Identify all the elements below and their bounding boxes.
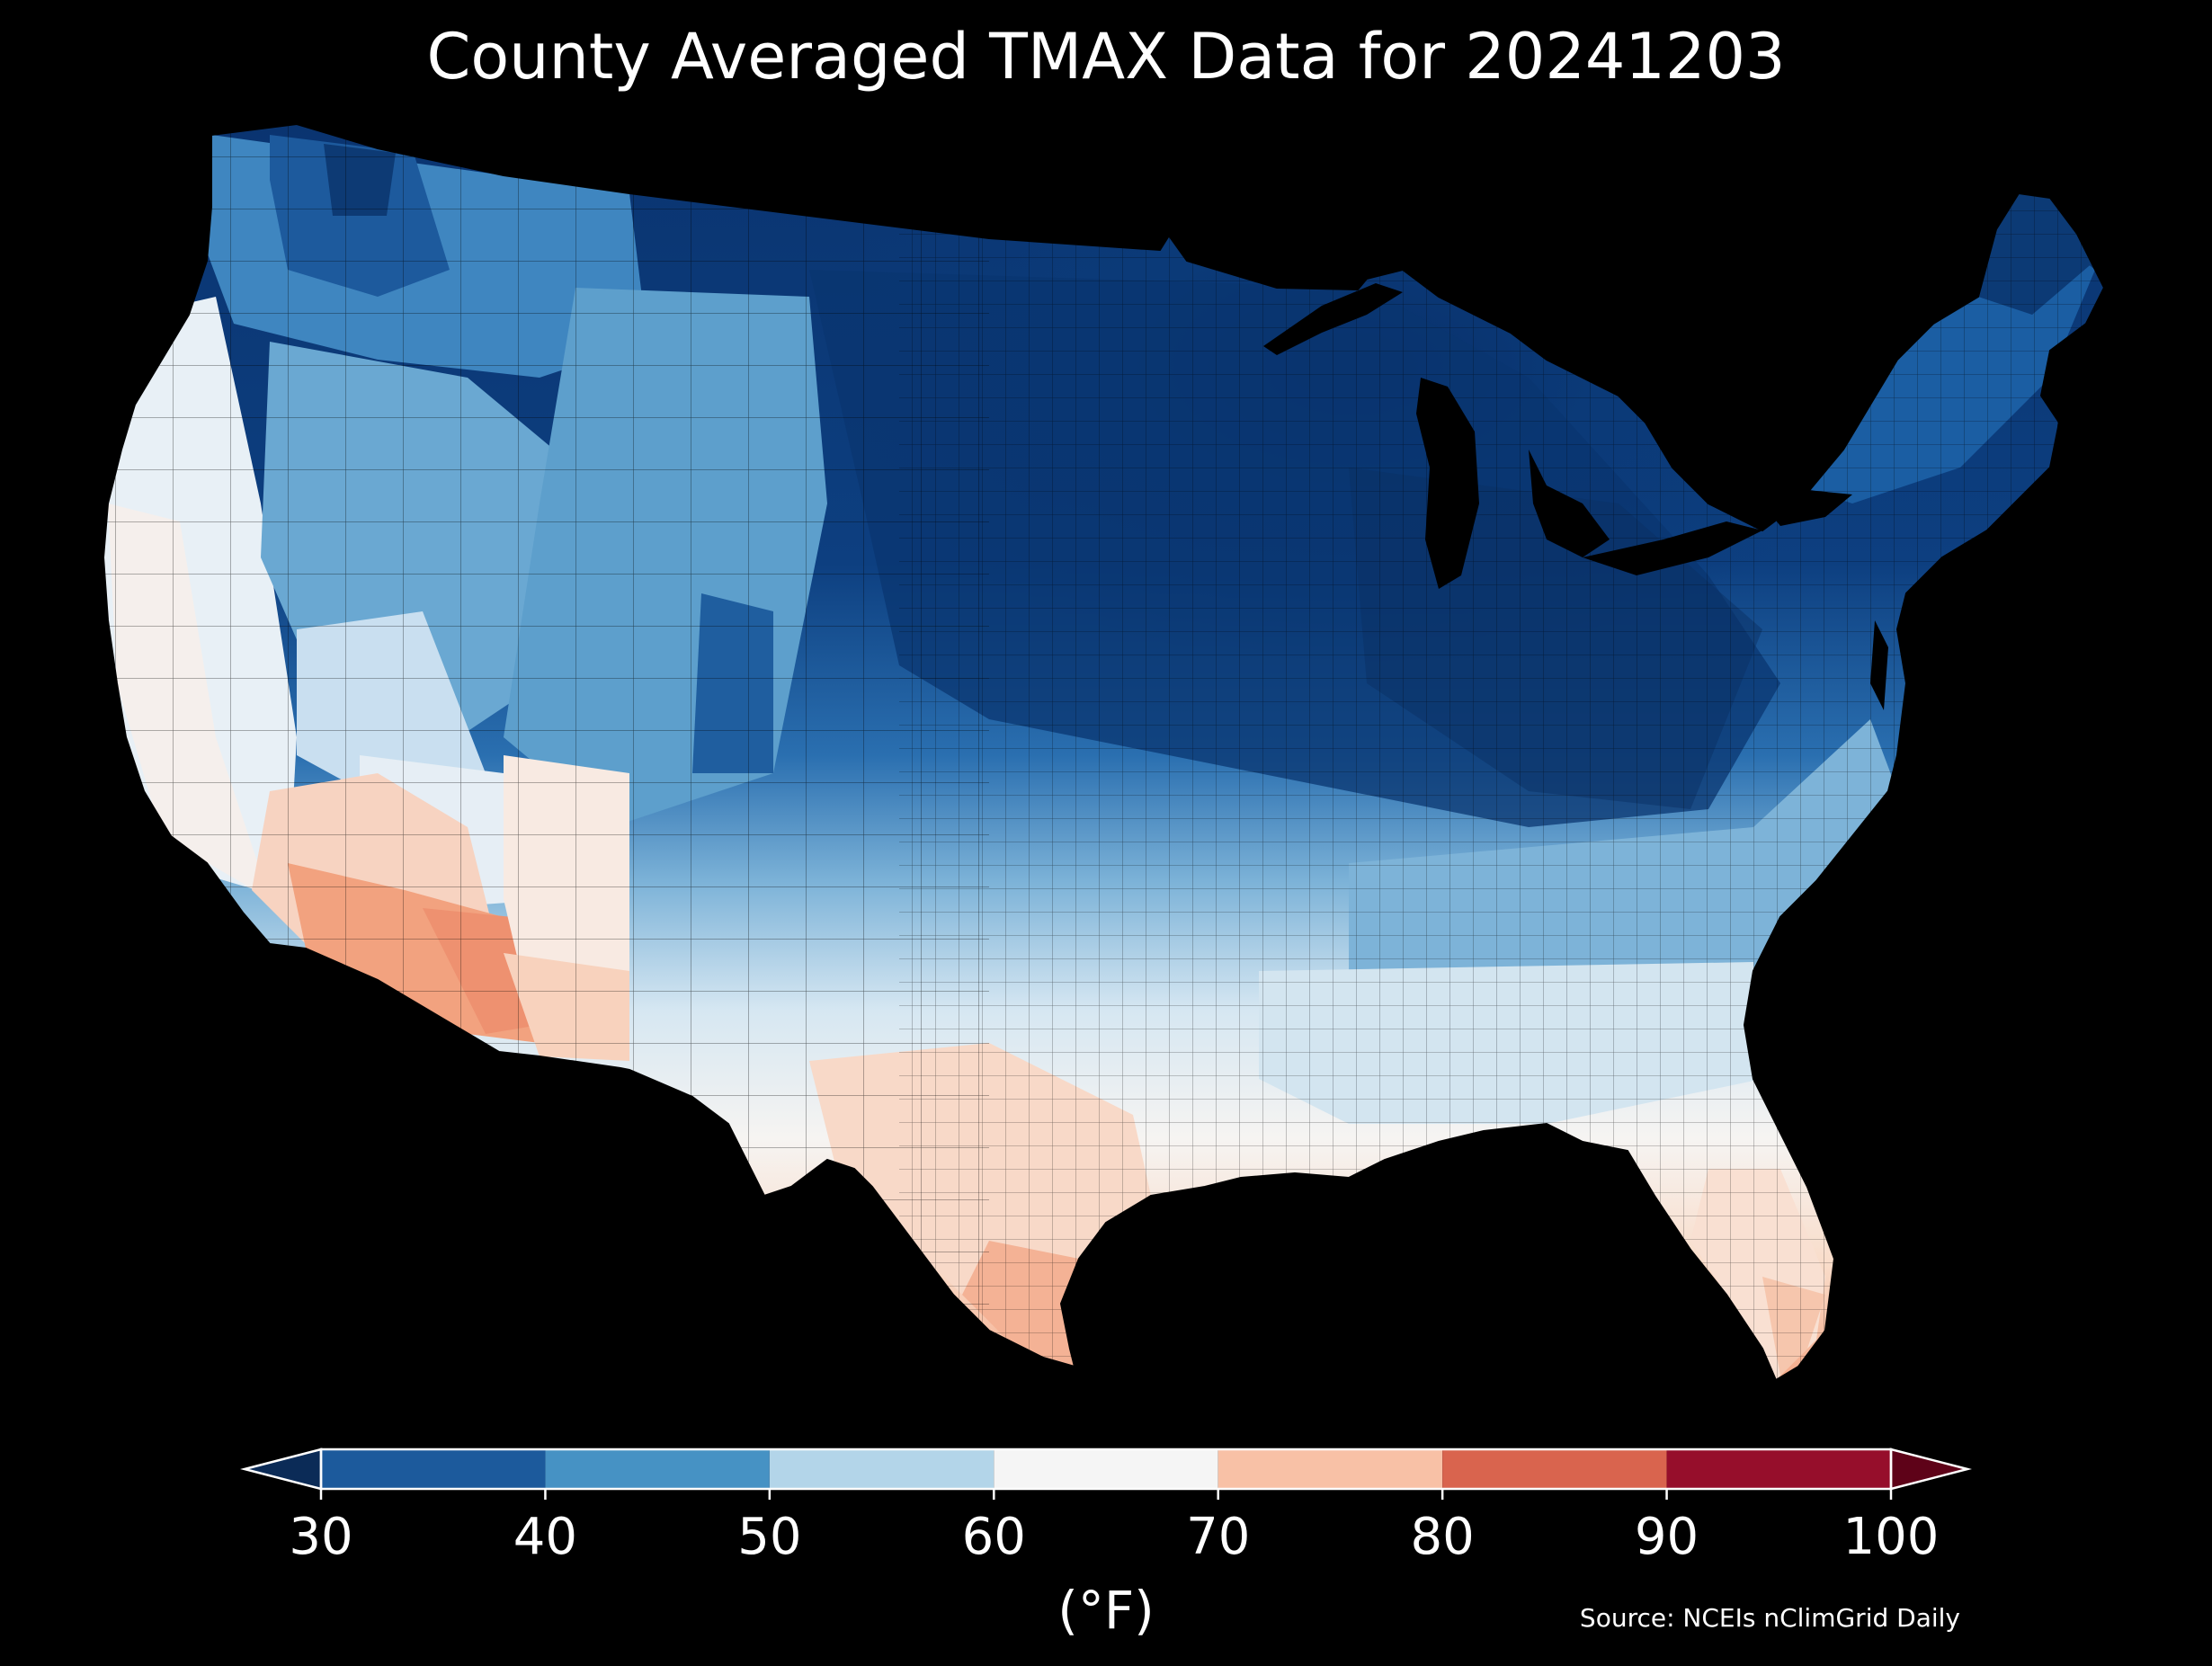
colorbar-tick-label: 90 <box>1634 1508 1699 1566</box>
colorbar-tick-label: 70 <box>1186 1508 1251 1566</box>
colorbar-over-triangle <box>1889 1448 1972 1491</box>
colorbar-tick-label: 50 <box>737 1508 802 1566</box>
colorbar-tick-label: 30 <box>289 1508 353 1566</box>
colorbar-tick-label: 60 <box>961 1508 1026 1566</box>
great-lakes <box>1263 283 1888 710</box>
map-title: County Averaged TMAX Data for 20241203 <box>426 20 1786 94</box>
colorbar-units-label: (°F) <box>1057 1580 1155 1641</box>
colorbar-tick-label: 100 <box>1842 1508 1940 1566</box>
colorbar-bin-30-40 <box>321 1449 546 1489</box>
colorbar-bin-40-50 <box>545 1449 770 1489</box>
colorbar-bin-60-70 <box>994 1449 1218 1489</box>
colorbar-frame <box>319 1448 1893 1491</box>
colorbar-tick-label: 40 <box>513 1508 578 1566</box>
colorbar-bin-70-80 <box>1217 1449 1443 1489</box>
colorbar-bin-80-90 <box>1442 1449 1667 1489</box>
colorbar-under-triangle <box>240 1448 323 1491</box>
source-attribution: Source: NCEIs nClimGrid Daily <box>1579 1603 1960 1633</box>
colorbar-tick-label: 80 <box>1410 1508 1475 1566</box>
colorbar-bin-90-100 <box>1666 1449 1891 1489</box>
colorbar-bin-50-60 <box>769 1449 995 1489</box>
